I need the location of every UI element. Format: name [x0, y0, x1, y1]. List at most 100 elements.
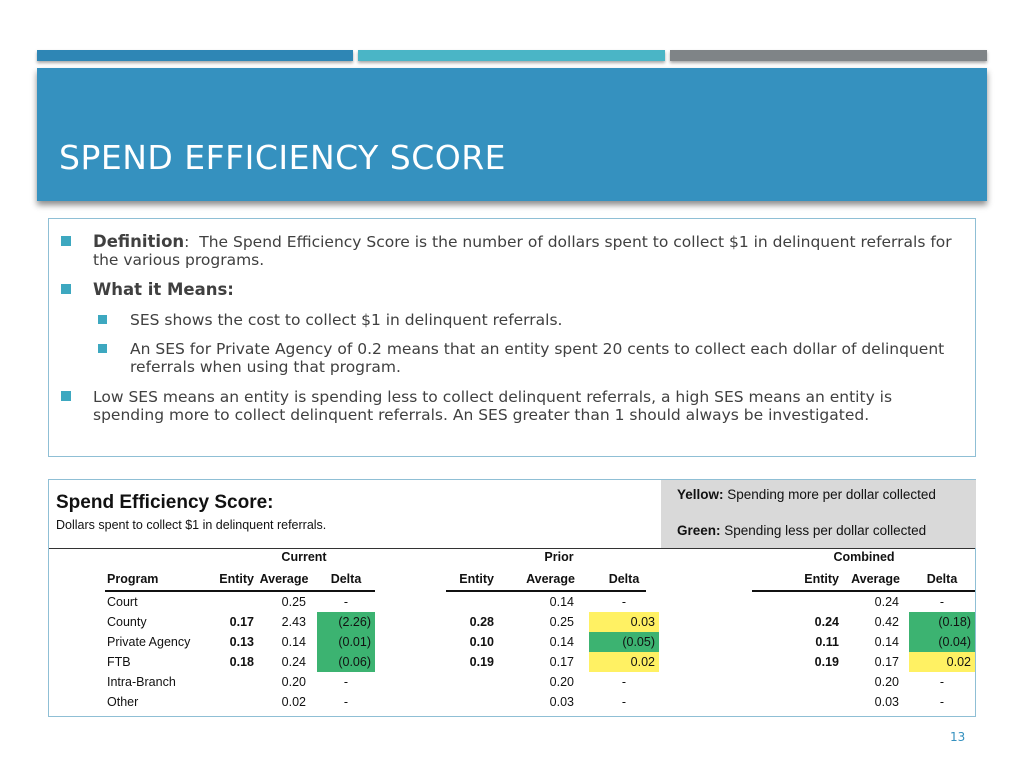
delta-value: - [343, 695, 349, 709]
column-header-average: Average [851, 572, 900, 586]
delta-value: - [343, 675, 349, 689]
column-header-entity: Entity [219, 572, 254, 586]
sub-bullet-1: SES shows the cost to collect $1 in deli… [98, 311, 961, 329]
average-value: 0.24 [874, 595, 899, 609]
delta-value: - [621, 595, 627, 609]
bullet-what-it-means: What it Means: [61, 281, 961, 299]
delta-value: (0.18) [909, 612, 975, 632]
average-value: 0.14 [549, 635, 574, 649]
average-value: 0.02 [281, 695, 306, 709]
entity-value [769, 592, 839, 612]
bullet-low-high: Low SES means an entity is spending less… [61, 388, 961, 424]
bullet-square-icon [61, 391, 71, 401]
average-value: 0.25 [281, 595, 306, 609]
page-number: 13 [950, 730, 966, 744]
combined-underline [752, 590, 975, 592]
title-banner: SPEND EFFICIENCY SCORE [37, 68, 987, 201]
entity-value [204, 592, 254, 612]
delta-value: (0.04) [909, 632, 975, 652]
bullet-square-icon [98, 344, 107, 353]
entity-value [769, 692, 839, 712]
entity-value: 0.19 [469, 655, 494, 669]
accent-bar-teal [358, 50, 665, 61]
color-legend: Yellow: Spending more per dollar collect… [661, 480, 976, 548]
average-value: 0.20 [549, 675, 574, 689]
column-header-average: Average [526, 572, 575, 586]
bullet-square-icon [61, 284, 71, 294]
entity-value: 0.11 [815, 635, 839, 649]
delta-value: (0.01) [317, 632, 375, 652]
table-title: Spend Efficiency Score: [56, 492, 274, 513]
column-header-delta: Delta [608, 572, 640, 586]
bullet-text-box: Definition: The Spend Efficiency Score i… [48, 218, 976, 457]
legend-green: Green: Spending less per dollar collecte… [677, 523, 927, 538]
prior-underline [446, 590, 646, 592]
column-header-average: Average [259, 572, 309, 586]
program-name: County [107, 615, 147, 629]
column-header-delta: Delta [926, 572, 958, 586]
entity-value [769, 672, 839, 692]
top-accent-bars [37, 50, 987, 62]
legend-yellow: Yellow: Spending more per dollar collect… [677, 487, 936, 502]
accent-bar-gray [670, 50, 987, 61]
average-value: 0.17 [874, 655, 899, 669]
program-name: Other [107, 695, 139, 709]
average-value: 0.42 [874, 615, 899, 629]
delta-value: - [939, 675, 945, 689]
entity-value [444, 672, 494, 692]
average-value: 0.25 [549, 615, 574, 629]
average-value: 0.03 [874, 695, 899, 709]
average-value: 0.24 [281, 655, 306, 669]
column-header-entity: Entity [459, 572, 494, 586]
what-it-means-label: What it Means: [93, 280, 234, 299]
entity-value: 0.19 [814, 655, 839, 669]
program-name: Court [107, 595, 138, 609]
group-header-prior: Prior [544, 550, 574, 564]
sub-bullet-1-text: SES shows the cost to collect $1 in deli… [130, 311, 563, 329]
sub-bullet-2-text: An SES for Private Agency of 0.2 means t… [130, 340, 945, 376]
program-name: Intra-Branch [107, 675, 176, 689]
ses-table-box: Spend Efficiency Score: Dollars spent to… [48, 479, 976, 717]
entity-value [204, 692, 254, 712]
definition-text: The Spend Efficiency Score is the number… [93, 233, 952, 269]
delta-value: - [939, 595, 945, 609]
entity-value: 0.28 [469, 615, 494, 629]
delta-value: (0.06) [317, 652, 375, 672]
column-header-entity: Entity [804, 572, 839, 586]
entity-value: 0.10 [469, 635, 494, 649]
average-value: 0.14 [281, 635, 306, 649]
table-header-divider [49, 548, 975, 549]
low-high-text: Low SES means an entity is spending less… [93, 388, 893, 424]
definition-label: Definition [93, 232, 185, 251]
program-name: Private Agency [107, 635, 191, 649]
entity-value: 0.17 [229, 615, 254, 629]
average-value: 0.20 [874, 675, 899, 689]
entity-value [204, 672, 254, 692]
bullet-definition: Definition: The Spend Efficiency Score i… [61, 233, 961, 269]
delta-value: 0.03 [589, 612, 659, 632]
column-header-delta: Delta [330, 572, 362, 586]
program-name: FTB [107, 655, 131, 669]
group-header-current: Current [281, 550, 327, 564]
slide-title: SPEND EFFICIENCY SCORE [59, 138, 506, 177]
delta-value: 0.02 [909, 652, 975, 672]
program-column-header: Program [107, 572, 159, 586]
entity-value [444, 692, 494, 712]
average-value: 0.03 [549, 695, 574, 709]
delta-value: - [939, 695, 945, 709]
accent-bar-blue [37, 50, 353, 61]
delta-value: - [621, 695, 627, 709]
delta-value: - [343, 595, 349, 609]
delta-value: 0.02 [589, 652, 659, 672]
bullet-square-icon [98, 315, 107, 324]
table-subtitle: Dollars spent to collect $1 in delinquen… [56, 518, 327, 532]
average-value: 2.43 [281, 615, 306, 629]
current-underline [105, 590, 375, 592]
entity-value: 0.18 [229, 655, 254, 669]
average-value: 0.14 [549, 595, 574, 609]
group-header-combined: Combined [833, 550, 895, 564]
delta-value: (0.05) [589, 632, 659, 652]
delta-value: - [621, 675, 627, 689]
entity-value: 0.13 [229, 635, 254, 649]
average-value: 0.17 [549, 655, 574, 669]
